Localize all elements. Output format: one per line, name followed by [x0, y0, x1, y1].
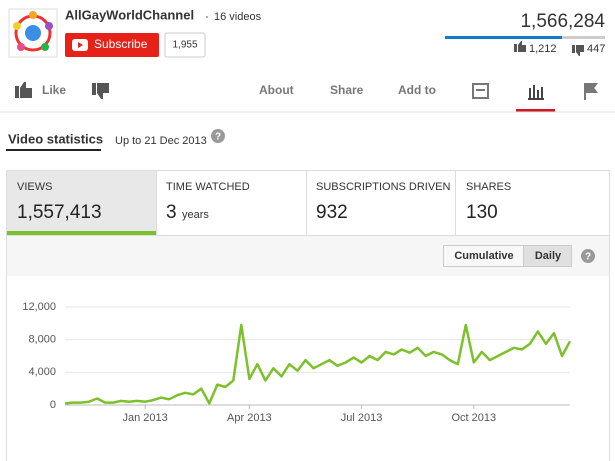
date-range: Up to 21 Dec 2013 — [115, 135, 207, 147]
like-icon[interactable] — [514, 41, 526, 52]
series-line — [64, 323, 572, 405]
dislike-count: 447 — [587, 43, 605, 55]
plot: 0 4,000 8,000 12,000 Jan 2013 Apr 2013 Jul 201… — [22, 301, 572, 424]
help-mark[interactable]: ? — [585, 252, 591, 263]
view-count: 1,566,284 — [520, 11, 605, 32]
separator — [206, 16, 208, 18]
tab-about[interactable]: About — [259, 83, 294, 97]
metric-label[interactable]: SHARES — [466, 181, 511, 193]
subscriber-box — [164, 32, 206, 58]
metric-unit: years — [182, 209, 209, 221]
active-tab-indicator — [516, 109, 555, 112]
subscribe-button[interactable]: Subscribe — [65, 33, 159, 57]
cumulative-label[interactable]: Cumulative — [454, 250, 513, 262]
stats-tab[interactable]: Video statistics — [8, 131, 103, 146]
help-icon[interactable] — [211, 129, 225, 143]
channel-logo[interactable] — [8, 8, 58, 58]
statistics-icon[interactable] — [528, 85, 544, 100]
metric-value: 3 — [166, 202, 177, 223]
metric-label[interactable]: VIEWS — [17, 181, 52, 193]
metric-label[interactable]: SUBSCRIPTIONS DRIVEN — [316, 181, 451, 193]
report-icon[interactable] — [584, 83, 598, 100]
subscribe-label[interactable]: Subscribe — [94, 37, 148, 51]
x-tick-label: Apr 2013 — [227, 412, 272, 424]
help-icon[interactable] — [581, 249, 595, 263]
transcript-icon[interactable] — [472, 83, 489, 99]
sentiment-bar — [445, 36, 562, 39]
x-tick-label: Jan 2013 — [123, 412, 168, 424]
dislike-icon[interactable] — [572, 45, 584, 56]
daily-button[interactable] — [523, 245, 572, 267]
metric-selected-bg — [7, 171, 156, 235]
metric-value: 130 — [466, 202, 498, 223]
x-tick-label: Oct 2013 — [451, 412, 496, 424]
y-tick-label: 4,000 — [28, 366, 56, 378]
y-tick-label: 0 — [50, 399, 56, 411]
video-count: 16 videos — [214, 11, 262, 23]
like-count: 1,212 — [529, 43, 557, 55]
tab-share[interactable]: Share — [330, 83, 364, 97]
y-tick-label: 12,000 — [22, 301, 56, 313]
dislike-button[interactable] — [92, 83, 109, 99]
metric-value: 932 — [316, 202, 348, 223]
x-tick-label: Jul 2013 — [341, 412, 383, 424]
channel-name[interactable]: AllGayWorldChannel — [65, 7, 194, 22]
metric-label[interactable]: TIME WATCHED — [166, 181, 250, 193]
tab-add-to[interactable]: Add to — [398, 83, 436, 97]
subscriber-count: 1,955 — [172, 40, 197, 51]
help-mark[interactable]: ? — [215, 132, 221, 143]
stats-tab-underline — [6, 149, 101, 151]
like-button-icon[interactable] — [15, 82, 32, 98]
metric-value: 1,557,413 — [17, 202, 102, 223]
y-tick-label: 8,000 — [28, 334, 56, 346]
daily-label[interactable]: Daily — [535, 250, 562, 262]
like-button[interactable]: Like — [42, 83, 66, 97]
metric-selected-bar — [7, 231, 156, 235]
